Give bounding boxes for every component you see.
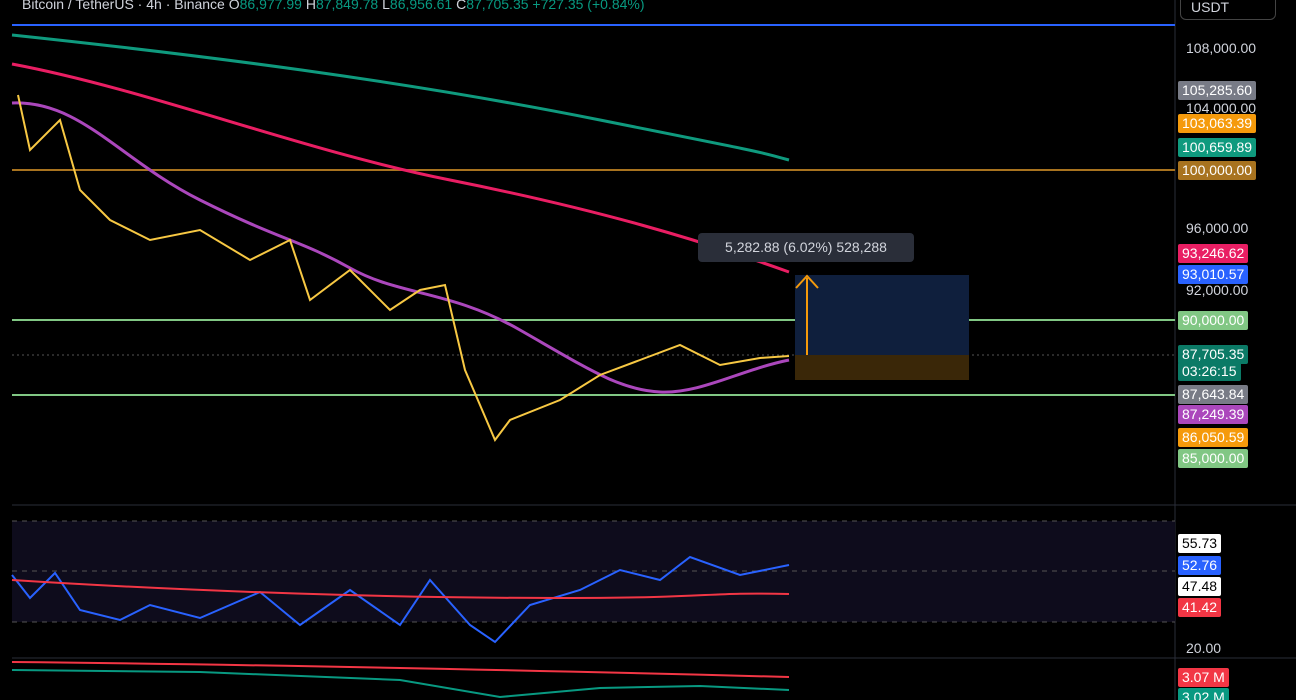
price-badge: 52.76 [1178, 556, 1222, 575]
price-badge: 87,249.39 [1178, 405, 1249, 424]
ma-200 [11, 33, 790, 162]
price-tick: 104,000.00 [1186, 100, 1257, 116]
price-badge: 85,000.00 [1178, 449, 1249, 468]
price-badge: 93,246.62 [1178, 244, 1249, 263]
label: H [305, 0, 316, 12]
price-badge: 55.73 [1178, 534, 1222, 553]
rsi-tick: 20.00 [1186, 640, 1222, 656]
stop-zone [795, 355, 969, 380]
price-badge: 41.42 [1178, 598, 1222, 617]
value: 87,705.35 [466, 0, 529, 12]
volume-ma-red [11, 661, 790, 678]
price-badge: 100,659.89 [1178, 138, 1257, 157]
label: C [456, 0, 467, 12]
price-badge: 87,705.35 [1178, 345, 1249, 364]
currency-button[interactable]: USDT [1180, 0, 1276, 20]
rsi [11, 555, 790, 644]
value: 86,977.99 [239, 0, 302, 12]
price-badge: 47.48 [1178, 577, 1222, 596]
price-badge: 3.07 M [1178, 668, 1229, 687]
label: L [382, 0, 390, 12]
price-tick: 92,000.00 [1186, 282, 1249, 298]
ma-100 [11, 62, 790, 274]
price-badge: 86,050.59 [1178, 428, 1249, 447]
measure-tooltip: 5,282.88 (6.02%) 528,288 [698, 233, 914, 262]
price-badge: 3.02 M [1178, 688, 1229, 700]
change: +727.35 (+0.84%) [532, 0, 645, 12]
price-badge: 87,643.84 [1178, 385, 1249, 404]
price-badge: 103,063.39 [1178, 114, 1257, 133]
price-badge: 100,000.00 [1178, 161, 1257, 180]
label: O [228, 0, 240, 12]
price-badge: 93,010.57 [1178, 265, 1249, 284]
volume-ma-green [11, 669, 790, 699]
rsi-ma [11, 579, 790, 600]
symbol-header: Bitcoin / TetherUS · 4h · Binance O86,97… [22, 0, 645, 12]
price-badge: 105,285.60 [1178, 81, 1257, 100]
price-badge: 90,000.00 [1178, 311, 1249, 330]
symbol: Bitcoin / TetherUS · 4h · Binance [22, 0, 225, 12]
price-tick: 96,000.00 [1186, 220, 1249, 236]
price-candles [17, 94, 790, 442]
measure-arrow-head [795, 274, 819, 289]
value: 87,849.78 [315, 0, 379, 12]
price-tick: 108,000.00 [1186, 40, 1257, 56]
target-zone [795, 275, 969, 355]
ma-20 [11, 101, 790, 394]
value: 86,956.61 [389, 0, 453, 12]
price-badge: 03:26:15 [1178, 362, 1241, 381]
